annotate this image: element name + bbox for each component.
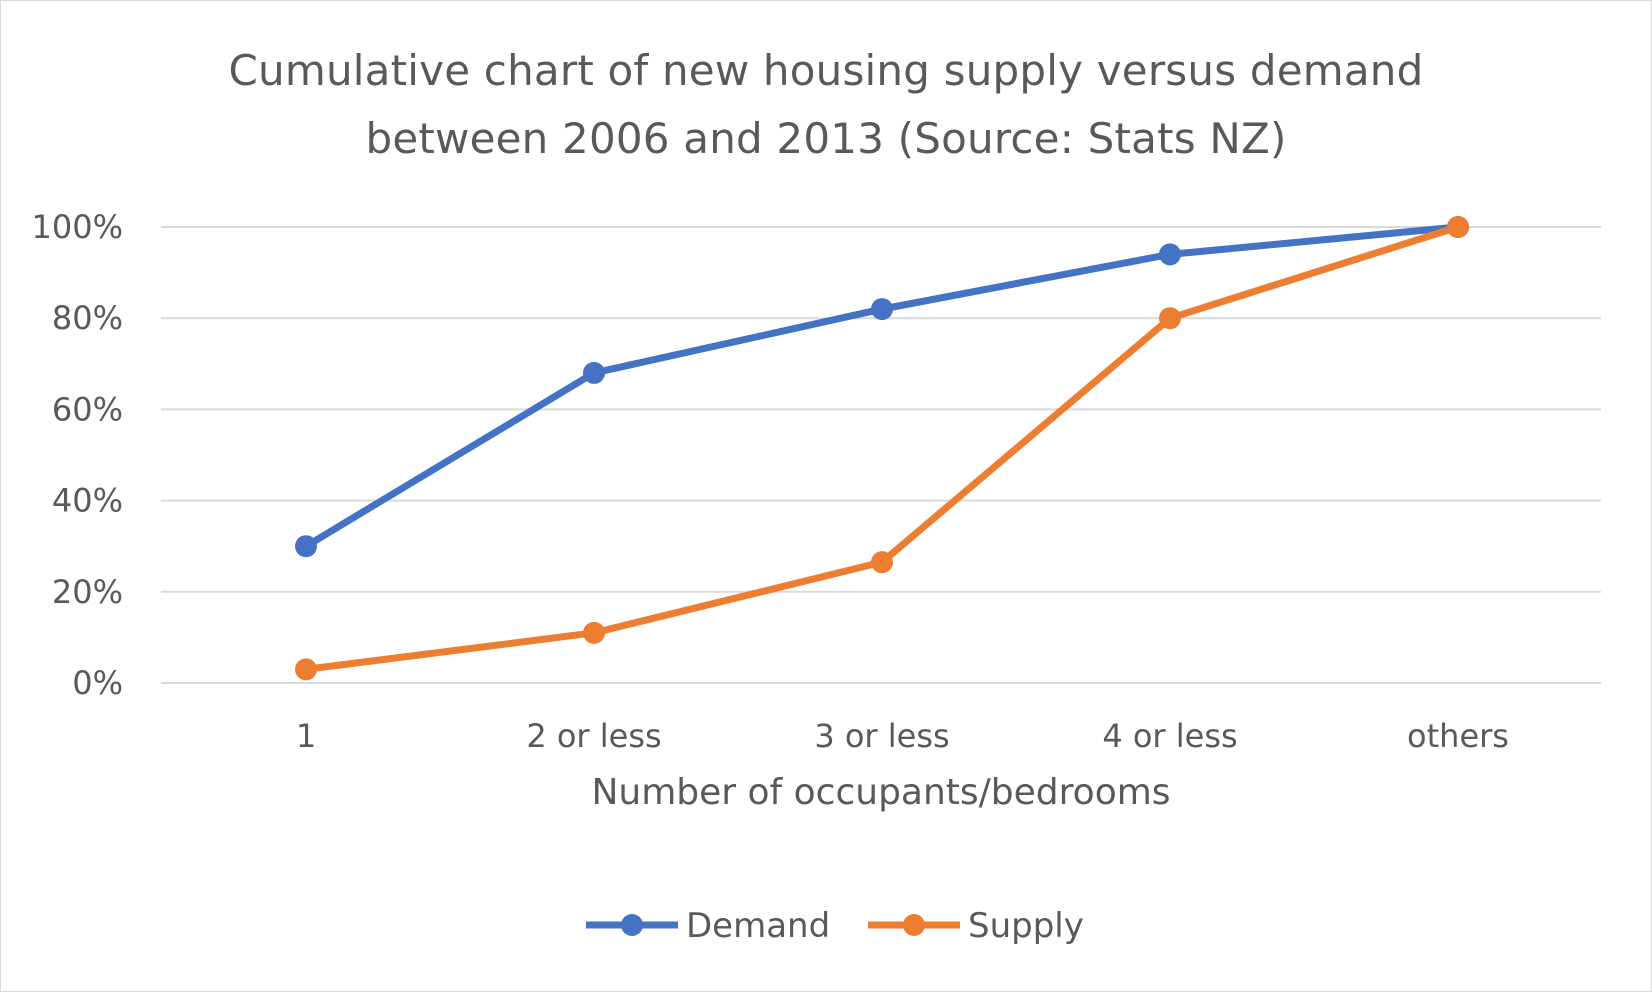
chart-title: Cumulative chart of new housing supply v… xyxy=(0,37,1652,173)
chart-title-line-2: between 2006 and 2013 (Source: Stats NZ) xyxy=(365,114,1287,163)
supply-point xyxy=(1159,307,1181,330)
series-group xyxy=(295,216,1469,681)
x-tick-label: 4 or less xyxy=(1102,717,1237,755)
legend-demand-label: Demand xyxy=(686,906,830,946)
gridlines xyxy=(161,226,1601,684)
y-tick-label: 60% xyxy=(52,390,123,428)
supply-point xyxy=(583,621,605,644)
demand-point xyxy=(295,535,317,558)
supply-point xyxy=(295,658,317,681)
demand-line xyxy=(302,223,1462,550)
demand-point xyxy=(583,361,605,384)
x-axis-ticks: 1 2 or less 3 or less 4 or less others xyxy=(296,717,1509,755)
demand-point xyxy=(1159,243,1181,266)
y-tick-label: 80% xyxy=(52,299,123,337)
y-tick-label: 40% xyxy=(52,482,123,520)
y-axis-ticks: 0% 20% 40% 60% 80% 100% xyxy=(32,208,123,702)
demand-point xyxy=(871,298,893,321)
x-tick-label: 2 or less xyxy=(526,717,661,755)
legend-supply-marker xyxy=(903,914,925,936)
chart-title-line-1: Cumulative chart of new housing supply v… xyxy=(228,46,1424,95)
legend-supply-label: Supply xyxy=(968,906,1084,946)
y-tick-label: 20% xyxy=(52,573,123,611)
x-tick-label: 3 or less xyxy=(814,717,949,755)
x-axis-title: Number of occupants/bedrooms xyxy=(591,772,1170,813)
y-tick-label: 100% xyxy=(32,208,123,246)
legend-demand-marker xyxy=(621,914,643,936)
x-tick-label: others xyxy=(1407,717,1509,755)
supply-point xyxy=(1447,216,1469,238)
y-tick-label: 0% xyxy=(72,664,123,702)
legend: Demand Supply xyxy=(586,906,1084,946)
x-tick-label: 1 xyxy=(296,717,316,755)
supply-point xyxy=(871,551,893,574)
supply-line xyxy=(302,223,1462,673)
